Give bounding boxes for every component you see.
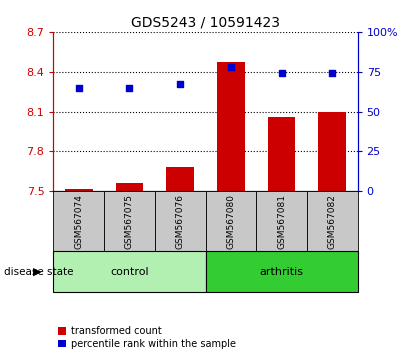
Text: control: control (110, 267, 149, 277)
Point (76, 85, 82, 91)
Point (126, 85, 133, 91)
Bar (318, 112, 346, 191)
Bar (268, 117, 296, 191)
Legend: transformed count, percentile rank within the sample: transformed count, percentile rank withi… (58, 326, 236, 349)
Bar (217, 62, 245, 191)
Point (177, 81, 183, 87)
Point (228, 64, 234, 70)
Text: GSM567076: GSM567076 (175, 194, 185, 249)
Text: disease state: disease state (4, 267, 74, 277)
Text: GSM567082: GSM567082 (328, 194, 337, 249)
Bar (65, 189, 93, 191)
Text: GSM567080: GSM567080 (226, 194, 236, 249)
Text: ▶: ▶ (33, 267, 41, 277)
Bar (166, 167, 194, 191)
Point (329, 70, 335, 76)
Bar (115, 183, 143, 191)
Text: GSM567075: GSM567075 (125, 194, 134, 249)
Point (278, 70, 285, 76)
Text: GSM567074: GSM567074 (74, 194, 83, 249)
Title: GDS5243 / 10591423: GDS5243 / 10591423 (131, 15, 280, 29)
Text: arthritis: arthritis (259, 267, 304, 277)
Text: GSM567081: GSM567081 (277, 194, 286, 249)
